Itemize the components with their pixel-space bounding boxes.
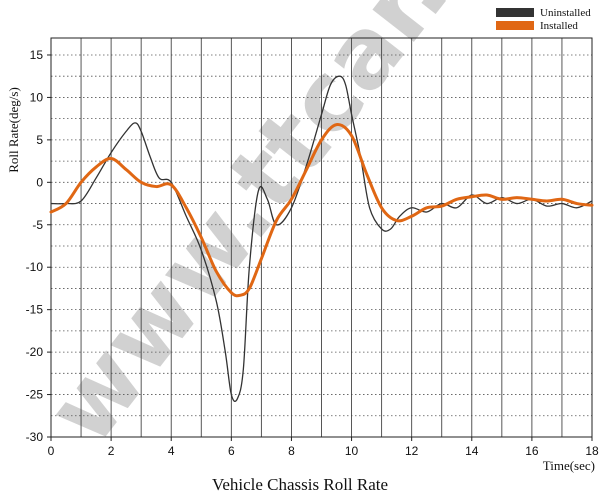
- y-axis-label: Roll Rate(deg/s): [6, 87, 21, 173]
- x-tick-label: 12: [405, 444, 419, 458]
- chart-title: Vehicle Chassis Roll Rate: [212, 475, 388, 494]
- legend-swatch-installed: [496, 21, 534, 30]
- x-tick-label: 16: [525, 444, 539, 458]
- grid: [51, 38, 592, 437]
- x-tick-label: 18: [585, 444, 599, 458]
- y-tick-label: 5: [36, 133, 43, 147]
- series-layer: [49, 75, 594, 403]
- y-tick-label: -30: [26, 430, 44, 444]
- x-tick-label: 0: [48, 444, 55, 458]
- y-tick-label: 0: [36, 175, 43, 189]
- y-tick-label: -15: [26, 303, 44, 317]
- x-axis-ticks: 0 2 4 6 8 10 12 14 16 18: [48, 437, 599, 458]
- y-tick-label: -5: [32, 218, 43, 232]
- legend-label-uninstalled: Uninstalled: [540, 7, 591, 19]
- y-tick-label: 15: [30, 48, 44, 62]
- plot-frame: [50, 37, 593, 438]
- x-tick-label: 8: [288, 444, 295, 458]
- series-line-installed: [49, 123, 594, 298]
- y-tick-label: 10: [30, 90, 44, 104]
- legend-label-installed: Installed: [540, 20, 578, 32]
- y-axis-ticks: 15 10 5 0 -5 -10 -15 -20 -25 -30: [26, 48, 51, 444]
- x-axis-label: Time(sec): [543, 458, 595, 473]
- x-tick-label: 6: [228, 444, 235, 458]
- legend-swatch-uninstalled: [496, 8, 534, 17]
- y-tick-label: -25: [26, 388, 44, 402]
- legend: Uninstalled Installed: [496, 7, 591, 32]
- x-tick-label: 2: [108, 444, 115, 458]
- y-tick-label: -20: [26, 345, 44, 359]
- x-tick-label: 14: [465, 444, 479, 458]
- x-tick-label: 4: [168, 444, 175, 458]
- x-tick-label: 10: [345, 444, 359, 458]
- y-tick-label: -10: [26, 260, 44, 274]
